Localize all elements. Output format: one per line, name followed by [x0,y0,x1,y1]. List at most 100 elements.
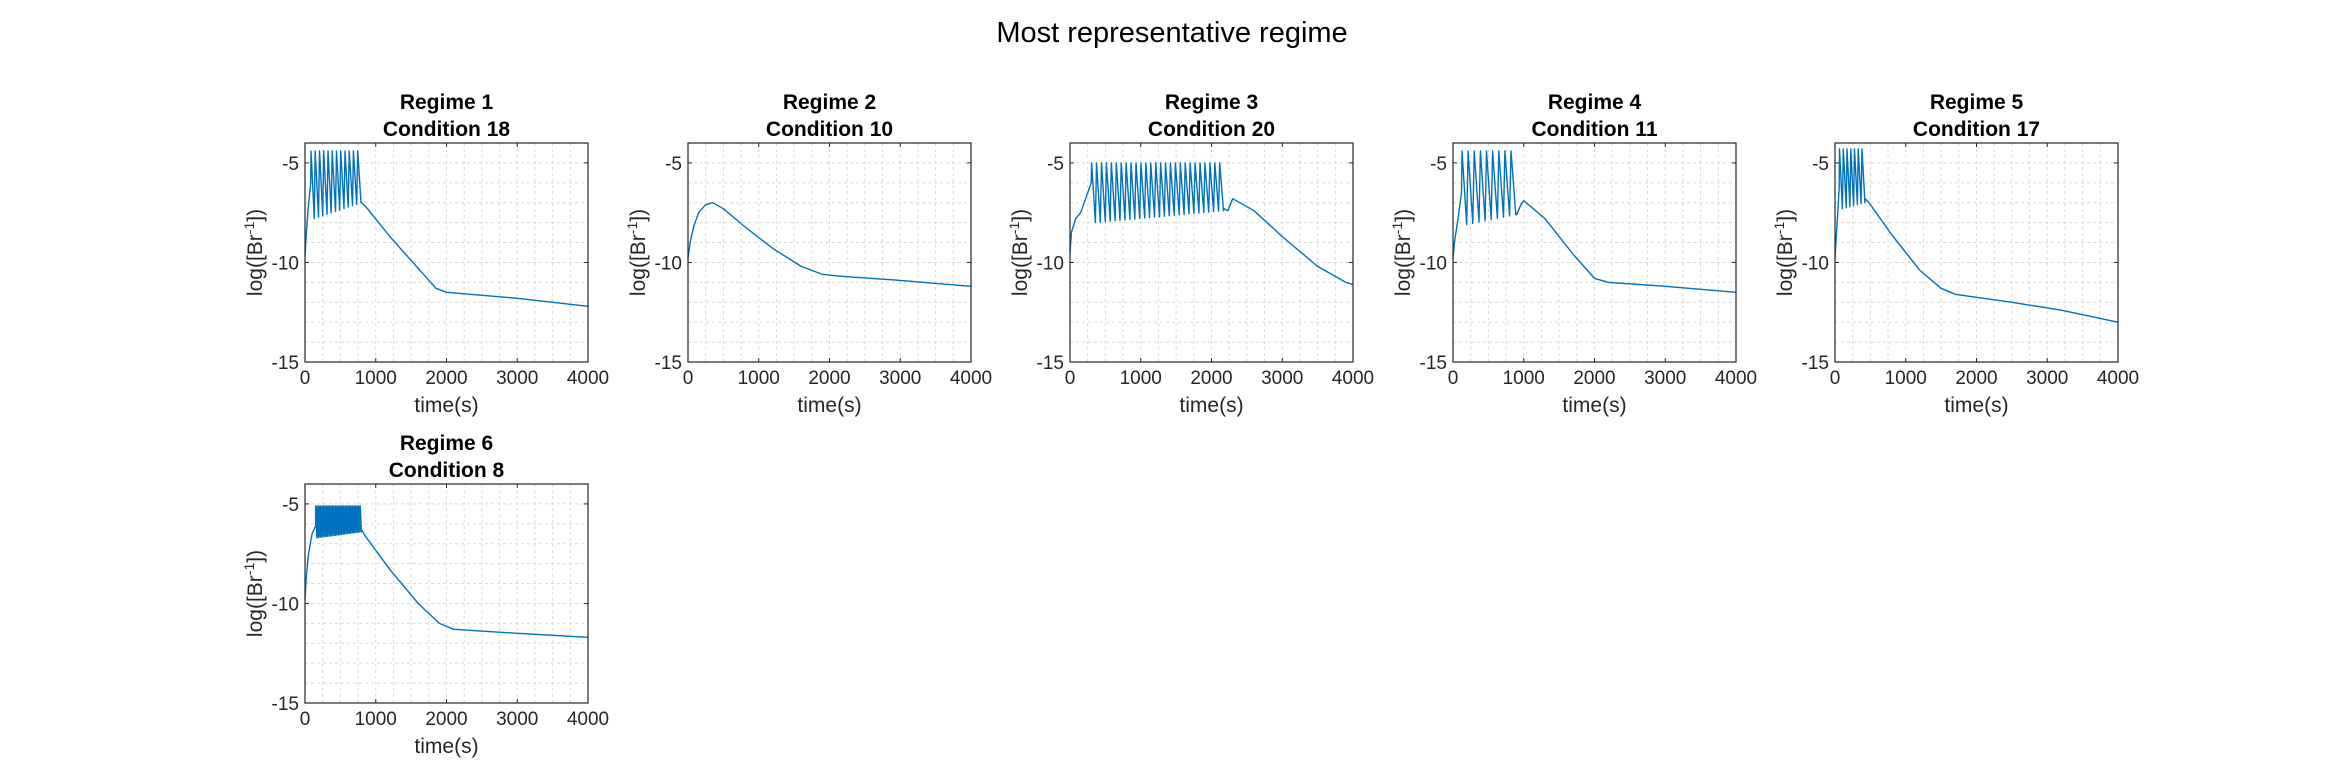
x-axis-label: time(s) [1562,394,1626,417]
y-axis-label-end: ]) [244,550,267,563]
x-tick-label: 0 [300,709,311,730]
grid-lines [305,143,588,362]
y-axis-label: log([Br-1]) [1389,209,1415,296]
x-tick-label: 2000 [808,368,850,389]
y-tick-label: -5 [1812,154,1829,175]
y-axis-label-base: log([Br [1009,234,1032,296]
series-line [304,150,589,307]
subplot-5: 0 1000 2000 3000 4000 -5 -10 -15 Regime 5 Conditi… [1771,91,2139,417]
x-tick-label: 3000 [496,709,538,730]
y-tick-label: -10 [1037,253,1064,274]
x-tick-label: 3000 [496,368,538,389]
y-tick-label: -10 [272,594,299,615]
y-tick-label: -10 [1802,253,1829,274]
subplot-6: 0 1000 2000 3000 4000 -5 -10 -15 Regime 6 Conditi… [241,432,609,758]
y-axis-label: log([Br-1]) [1771,209,1797,296]
x-tick-label: 3000 [1644,368,1686,389]
y-tick-label: -10 [1420,253,1447,274]
x-tick-label: 4000 [567,709,609,730]
x-tick-label: 4000 [1715,368,1757,389]
y-axis-label: log([Br-1]) [241,209,267,296]
subplot-title-line1: Regime 3 [1165,91,1258,114]
x-tick-label: 2000 [1190,368,1232,389]
x-tick-label: 4000 [567,368,609,389]
series-line [687,202,972,287]
subplot-2: 0 1000 2000 3000 4000 -5 -10 -15 Regime 2 Conditi… [624,91,992,417]
y-axis-label-end: ]) [1009,209,1032,222]
subplot-title-line1: Regime 1 [400,91,494,114]
y-axis-label: log([Br-1]) [1006,209,1032,296]
subplot-title-line2: Condition 20 [1148,118,1275,141]
subplot-3: 0 1000 2000 3000 4000 -5 -10 -15 Regime 3 Conditi… [1006,91,1374,417]
subplot-title-line2: Condition 8 [389,459,505,482]
y-axis-label: log([Br-1]) [624,209,650,296]
y-tick-label: -5 [1430,154,1447,175]
subplot-title-line2: Condition 17 [1913,118,2040,141]
x-tick-label: 4000 [1332,368,1374,389]
y-tick-label: -5 [282,495,299,516]
y-tick-label: -10 [272,253,299,274]
y-axis-label-end: ]) [627,209,650,222]
x-tick-label: 4000 [950,368,992,389]
x-axis-label: time(s) [1179,394,1243,417]
y-tick-label: -15 [1420,353,1447,374]
y-axis-label-base: log([Br [1392,234,1415,296]
x-tick-label: 1000 [1885,368,1927,389]
x-tick-label: 2000 [425,709,467,730]
x-tick-label: 4000 [2097,368,2139,389]
y-axis-label-end: ]) [1392,209,1415,222]
y-axis-label-base: log([Br [1774,234,1797,296]
x-tick-label: 0 [300,368,311,389]
subplot-4: 0 1000 2000 3000 4000 -5 -10 -15 Regime 4 Conditi… [1389,91,1757,417]
x-tick-label: 0 [1065,368,1076,389]
y-tick-label: -10 [655,253,682,274]
subplot-title-line1: Regime 2 [783,91,876,114]
y-axis-label-superscript: -1 [624,222,640,235]
y-tick-label: -5 [1047,154,1064,175]
x-tick-label: 0 [683,368,694,389]
y-tick-label: -5 [282,154,299,175]
y-axis-label-superscript: -1 [241,563,257,576]
y-axis-label-superscript: -1 [241,222,257,235]
y-axis-label-base: log([Br [627,234,650,296]
y-axis-label-superscript: -1 [1389,222,1405,235]
y-axis-label-end: ]) [1774,209,1797,222]
x-axis-label: time(s) [797,394,861,417]
y-tick-label: -15 [272,694,299,715]
y-axis-label-base: log([Br [244,575,267,637]
subplot-title-line2: Condition 10 [766,118,893,141]
y-tick-label: -5 [665,154,682,175]
x-tick-label: 1000 [1503,368,1545,389]
y-tick-label: -15 [655,353,682,374]
grid-lines [1453,143,1736,362]
x-axis-label: time(s) [414,394,478,417]
subplot-title-line1: Regime 5 [1930,91,2024,114]
subplot-title-line2: Condition 18 [383,118,510,141]
x-tick-label: 1000 [1120,368,1162,389]
x-tick-label: 3000 [2026,368,2068,389]
x-axis-label: time(s) [414,735,478,758]
x-tick-label: 3000 [1261,368,1303,389]
subplot-title-line1: Regime 4 [1548,91,1642,114]
subplot-title-line1: Regime 6 [400,432,493,455]
x-tick-label: 1000 [355,709,397,730]
subplot-title-line2: Condition 11 [1532,118,1658,141]
y-tick-label: -15 [1802,353,1829,374]
x-tick-label: 0 [1448,368,1459,389]
x-tick-label: 0 [1830,368,1841,389]
series-line [1834,148,2119,323]
x-tick-label: 3000 [879,368,921,389]
grid-lines [688,143,971,362]
x-tick-label: 1000 [355,368,397,389]
y-tick-label: -15 [272,353,299,374]
grid-lines [1835,143,2118,362]
x-tick-label: 2000 [1955,368,1997,389]
y-axis-label-base: log([Br [244,234,267,296]
y-axis-label: log([Br-1]) [241,550,267,637]
series-line [304,505,589,638]
series-line [1069,162,1354,286]
series-line [1452,150,1737,293]
y-axis-label-superscript: -1 [1771,222,1787,235]
